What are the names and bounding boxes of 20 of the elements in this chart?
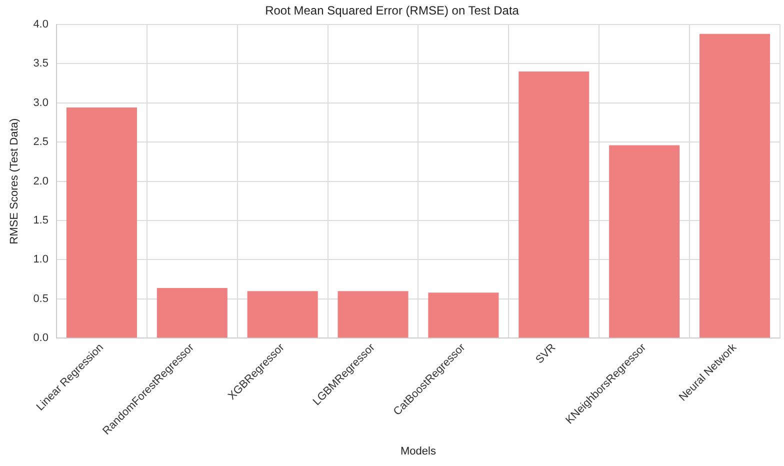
y-axis-title: RMSE Scores (Test Data) — [8, 118, 21, 244]
y-tick-label: 1.0 — [33, 254, 48, 266]
y-tick-label: 2.5 — [33, 136, 48, 148]
y-tick-label: 3.0 — [33, 96, 48, 109]
bar — [428, 292, 499, 338]
y-tick-label: 0.0 — [33, 332, 48, 344]
bar — [338, 291, 408, 338]
x-axis-title: Models — [400, 445, 436, 458]
chart-title: Root Mean Squared Error (RMSE) on Test Data — [265, 4, 520, 18]
y-tick-label: 4.0 — [33, 18, 48, 30]
y-tick-label: 1.5 — [33, 214, 48, 227]
bar — [66, 108, 137, 338]
bar — [518, 71, 590, 338]
y-tick-label: 0.5 — [33, 292, 48, 305]
bar — [247, 291, 318, 338]
y-tick-label: 3.5 — [33, 58, 48, 70]
bar — [700, 34, 770, 338]
bar — [609, 145, 680, 338]
y-tick-label: 2.0 — [33, 175, 48, 188]
bar — [156, 288, 228, 338]
